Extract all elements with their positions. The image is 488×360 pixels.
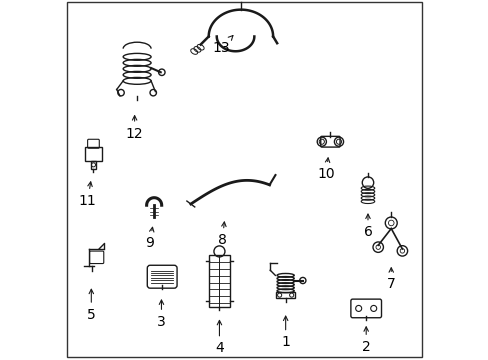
Text: 8: 8	[218, 222, 226, 247]
Text: 2: 2	[361, 327, 370, 354]
Text: 1: 1	[281, 316, 289, 349]
Text: 11: 11	[79, 182, 97, 208]
Text: 10: 10	[317, 158, 334, 181]
Text: 12: 12	[125, 116, 143, 141]
Text: 5: 5	[87, 289, 96, 322]
Text: 6: 6	[363, 214, 372, 239]
Text: 7: 7	[386, 268, 395, 291]
Text: 4: 4	[215, 320, 224, 355]
Text: 3: 3	[157, 300, 165, 329]
Text: 13: 13	[212, 36, 232, 55]
Text: 9: 9	[145, 227, 154, 250]
